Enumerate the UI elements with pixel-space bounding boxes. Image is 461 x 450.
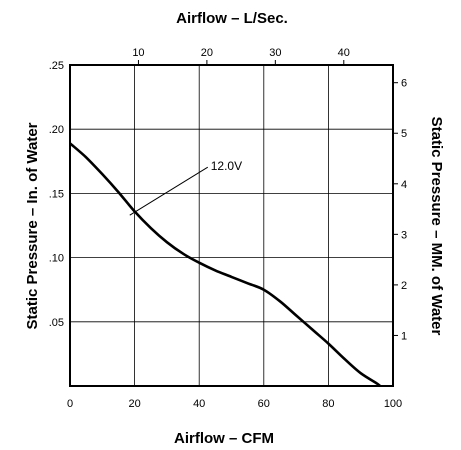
y-right-tick-label-4: 4: [401, 179, 407, 191]
y-left-tick-label-.25: .25: [49, 60, 64, 72]
x-tick-label-0: 0: [67, 398, 73, 410]
y-right-tick-label-1: 1: [401, 330, 407, 342]
left-axis-title: Static Pressure – In. of Water: [24, 122, 41, 329]
axis-ticks: [137, 60, 398, 336]
x-top-tick-label-10: 10: [132, 47, 144, 59]
x-tick-label-40: 40: [193, 398, 205, 410]
x-tick-label-100: 100: [384, 398, 402, 410]
y-right-tick-label-2: 2: [401, 280, 407, 292]
x-tick-label-60: 60: [258, 398, 270, 410]
x-top-tick-label-30: 30: [269, 47, 281, 59]
y-right-tick-label-6: 6: [401, 78, 407, 90]
annotation-leader-line: [129, 166, 209, 216]
x-tick-label-80: 80: [322, 398, 334, 410]
x-top-tick-label-20: 20: [201, 47, 213, 59]
top-axis-title: Airflow – L/Sec.: [176, 10, 288, 27]
grid-lines: [70, 65, 393, 386]
y-left-tick-label-.20: .20: [49, 124, 64, 136]
y-right-tick-label-3: 3: [401, 229, 407, 241]
y-right-tick-label-5: 5: [401, 128, 407, 140]
series-line-12v: [69, 142, 381, 388]
x-tick-label-20: 20: [128, 398, 140, 410]
tick-labels: 0 20 40 60 80 100 .05 .10 .15 .20 .25 10 20 30 40 1 2 3 4 5…: [49, 47, 407, 410]
series-label-12v: 12.0V: [211, 159, 242, 173]
plot-frame: [69, 64, 394, 387]
right-axis-title: Static Pressure – MM. of Water: [428, 117, 445, 336]
y-left-tick-label-.10: .10: [49, 253, 64, 265]
y-left-tick-label-.05: .05: [49, 317, 64, 329]
x-top-tick-label-40: 40: [338, 47, 350, 59]
bottom-axis-title: Airflow – CFM: [174, 430, 274, 447]
y-left-tick-label-.15: .15: [49, 188, 64, 200]
